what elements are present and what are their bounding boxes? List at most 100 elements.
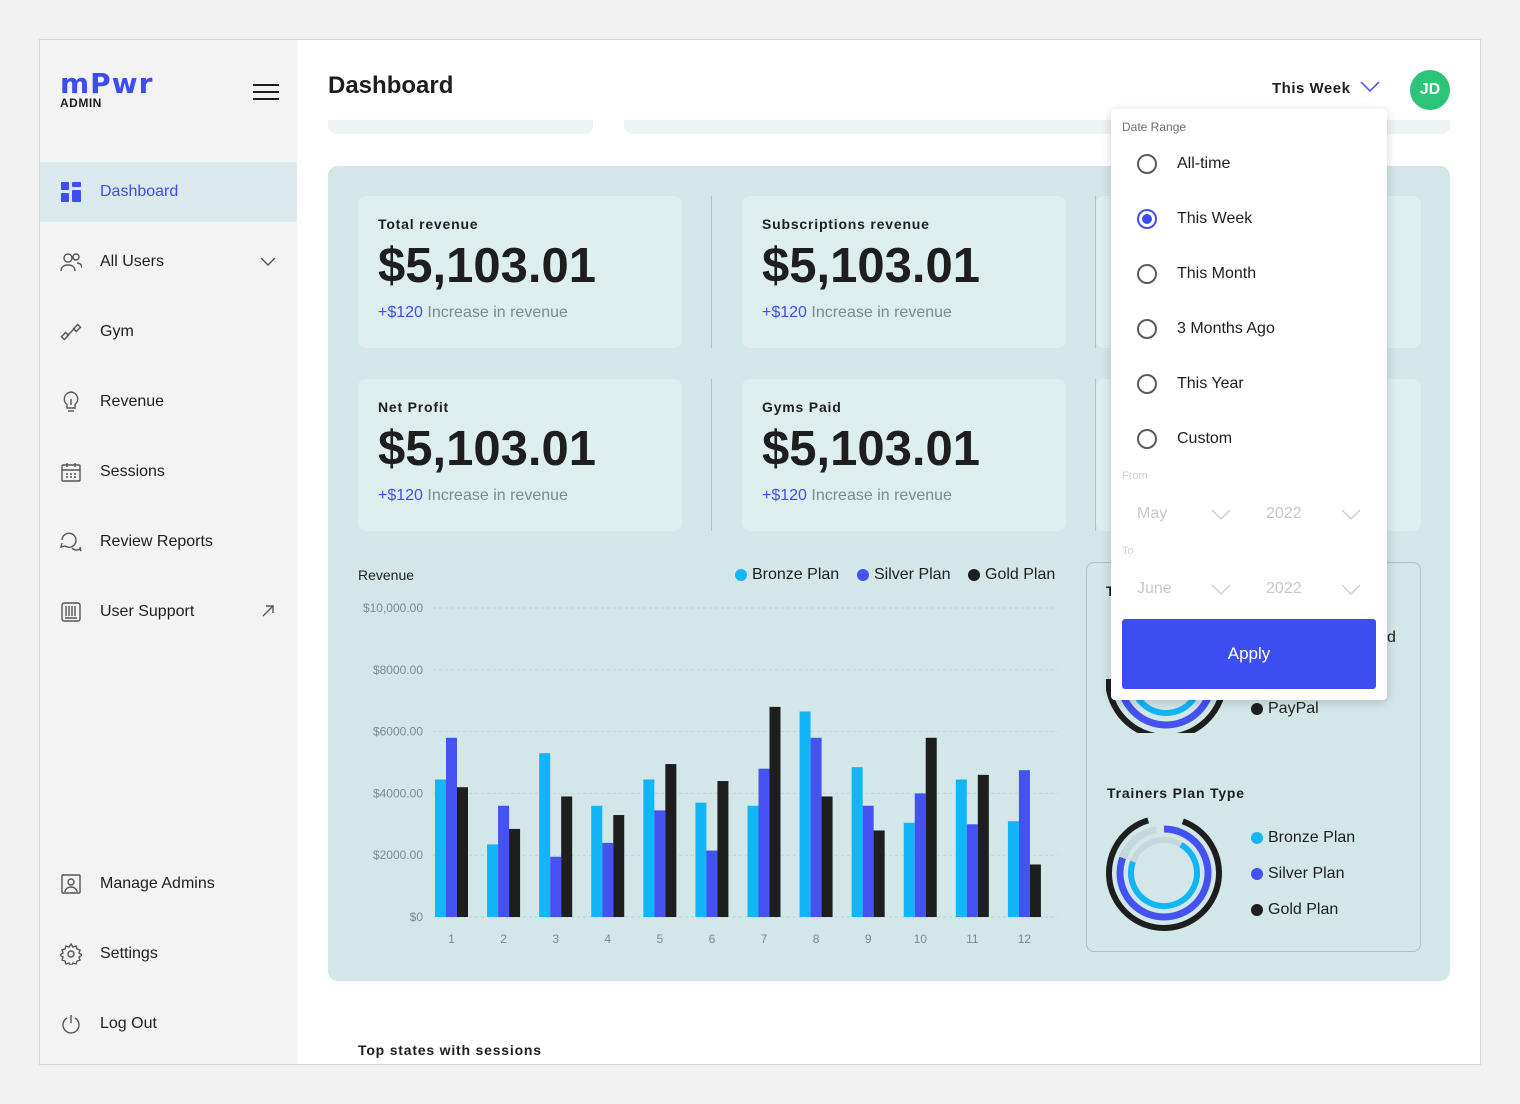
x-tick-label: 3 (552, 932, 559, 946)
date-option-custom[interactable]: Custom (1137, 429, 1232, 449)
stat-delta-text: Increase in revenue (806, 304, 952, 321)
sidebar-item-review-reports[interactable]: Review Reports (40, 512, 297, 572)
radio[interactable] (1137, 264, 1157, 284)
gear-icon (60, 943, 82, 965)
panel-title-partial: T (1106, 583, 1115, 599)
x-tick-label: 7 (761, 932, 768, 946)
bar (1029, 864, 1041, 917)
bar (758, 768, 770, 917)
stat-delta-text: Increase in revenue (422, 304, 568, 321)
stat-card: Gyms Paid $5,103.01 +$120 Increase in re… (742, 379, 1066, 531)
date-range-label: This Week (1272, 80, 1351, 97)
sidebar-item-label: Dashboard (100, 183, 179, 200)
stat-delta: +$120 Increase in revenue (762, 487, 1046, 505)
legend-dot (735, 569, 747, 581)
stat-delta-amount: +$120 (762, 304, 807, 321)
date-option-all-time[interactable]: All-time (1137, 154, 1230, 174)
radio[interactable] (1137, 374, 1157, 394)
bar (550, 856, 562, 917)
to-month-select[interactable]: June (1137, 580, 1172, 597)
power-icon (60, 1013, 82, 1035)
lightbulb-icon (60, 391, 82, 413)
logo[interactable]: mPwr ADMIN (60, 70, 153, 111)
from-year-select[interactable]: 2022 (1266, 505, 1302, 522)
option-label: This Month (1177, 265, 1257, 282)
legend-label: Gold Plan (985, 566, 1056, 583)
sidebar-item-label: Review Reports (100, 533, 213, 550)
menu-icon[interactable] (253, 84, 279, 102)
page-title: Dashboard (328, 72, 454, 99)
bar (591, 805, 603, 917)
chevron-down-icon (1211, 509, 1231, 521)
app-window: mPwr ADMIN Dashboard All Users Gym (39, 39, 1481, 1065)
from-month-select[interactable]: May (1137, 505, 1168, 522)
stat-delta-amount: +$120 (762, 487, 807, 504)
x-tick-label: 6 (709, 932, 716, 946)
sidebar-item-revenue[interactable]: Revenue (40, 372, 297, 432)
legend-item-silver: Silver Plan (1251, 865, 1344, 883)
sidebar: mPwr ADMIN Dashboard All Users Gym (40, 40, 297, 1064)
sidebar-item-gym[interactable]: Gym (40, 302, 297, 362)
bar (665, 764, 677, 917)
apply-button[interactable]: Apply (1122, 619, 1376, 689)
stat-label: Subscriptions revenue (762, 216, 930, 232)
sidebar-item-user-support[interactable]: User Support (40, 582, 297, 642)
divider (1095, 379, 1096, 531)
sidebar-item-manage-admins[interactable]: Manage Admins (40, 854, 297, 914)
sidebar-item-label: Manage Admins (100, 875, 215, 892)
legend-label: Silver Plan (1268, 865, 1345, 882)
bar (769, 706, 781, 917)
divider (1095, 196, 1096, 348)
chevron-down-icon (1211, 584, 1231, 596)
logo-subtext: ADMIN (60, 96, 102, 110)
divider (711, 379, 712, 531)
sidebar-item-all-users[interactable]: All Users (40, 232, 297, 292)
bar (602, 842, 614, 917)
sidebar-item-log-out[interactable]: Log Out (40, 994, 297, 1054)
sidebar-item-label: Revenue (100, 393, 165, 410)
date-range-dropdown: Date Range All-time This Week This Month… (1111, 109, 1387, 700)
stat-value: $5,103.01 (378, 239, 596, 293)
radio-selected[interactable] (1137, 209, 1157, 229)
legend-item-gold: Gold Plan (1251, 901, 1338, 919)
bar (706, 850, 718, 917)
x-tick-label: 5 (656, 932, 663, 946)
bar (654, 810, 666, 917)
radio[interactable] (1137, 429, 1157, 449)
y-tick-label: $8000.00 (373, 663, 423, 677)
sidebar-item-label: All Users (100, 253, 165, 270)
from-label: From (1122, 470, 1148, 482)
to-year-select[interactable]: 2022 (1266, 580, 1302, 597)
filter-bar (328, 120, 593, 134)
bar (1018, 770, 1030, 917)
divider (711, 196, 712, 348)
sidebar-item-settings[interactable]: Settings (40, 924, 297, 984)
date-option-3-months-ago[interactable]: 3 Months Ago (1137, 319, 1275, 339)
bar (914, 793, 926, 917)
date-range-button[interactable]: This Week (1272, 80, 1380, 97)
legend-dot (857, 569, 869, 581)
sidebar-item-label: Gym (100, 323, 134, 340)
radio[interactable] (1137, 319, 1157, 339)
bar (873, 830, 885, 917)
y-tick-label: $10,000.00 (363, 601, 423, 615)
stat-delta: +$120 Increase in revenue (762, 304, 1046, 322)
date-option-this-week[interactable]: This Week (1137, 209, 1252, 229)
x-tick-label: 8 (813, 932, 820, 946)
radio[interactable] (1137, 154, 1157, 174)
stat-delta-amount: +$120 (378, 304, 423, 321)
sidebar-item-dashboard[interactable]: Dashboard (40, 162, 297, 222)
date-option-this-year[interactable]: This Year (1137, 374, 1244, 394)
sidebar-item-sessions[interactable]: Sessions (40, 442, 297, 502)
legend-dot (968, 569, 980, 581)
bar (903, 822, 915, 917)
bar (821, 796, 833, 917)
bar (810, 737, 822, 917)
legend-dot (1251, 703, 1263, 715)
section-title: Top states with sessions (358, 1042, 542, 1058)
avatar[interactable]: JD (1410, 70, 1450, 110)
chevron-down-icon[interactable] (259, 252, 277, 270)
bar (539, 753, 551, 917)
external-link-icon[interactable] (259, 602, 277, 620)
date-option-this-month[interactable]: This Month (1137, 264, 1256, 284)
